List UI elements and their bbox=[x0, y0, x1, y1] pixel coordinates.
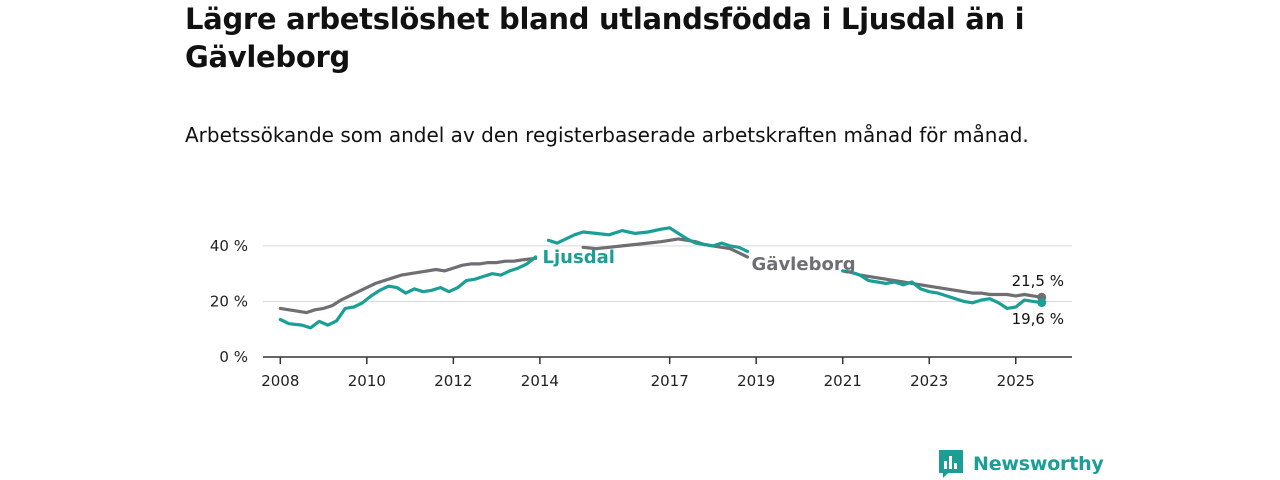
chart-title: Lägre arbetslöshet bland utlandsfödda i … bbox=[185, 2, 1025, 74]
brand-logo: Newsworthy bbox=[938, 449, 1104, 479]
y-tick-label: 40 % bbox=[210, 237, 248, 255]
x-tick-label: 2021 bbox=[824, 372, 862, 390]
y-tick-label: 0 % bbox=[219, 348, 248, 366]
series-line-gavleborg bbox=[841, 269, 1044, 299]
x-tick-label: 2008 bbox=[261, 372, 299, 390]
series-label-gavleborg: Gävleborg bbox=[752, 254, 856, 275]
x-tick-label: 2019 bbox=[737, 372, 775, 390]
series-line-ljusdal bbox=[841, 269, 1044, 310]
series-line-gavleborg bbox=[581, 237, 750, 259]
x-tick-label: 2014 bbox=[521, 372, 559, 390]
bar-chart-speech-bubble-icon bbox=[939, 450, 963, 478]
grid-lines bbox=[263, 245, 1072, 302]
y-axis-ticks: 0 % 20 % 40 % bbox=[210, 237, 248, 366]
x-tick-label: 2012 bbox=[434, 372, 472, 390]
series-lines bbox=[278, 226, 1047, 330]
x-tick-label: 2017 bbox=[651, 372, 689, 390]
series-line-ljusdal bbox=[278, 255, 538, 330]
end-value-ljusdal: 19,6 % bbox=[1012, 310, 1064, 328]
y-tick-label: 20 % bbox=[210, 292, 248, 310]
line-chart: 0 % 20 % 40 % 2008 2010 2012 2014 2017 2019 2021… bbox=[210, 226, 1072, 390]
end-value-gavleborg: 21,5 % bbox=[1012, 272, 1064, 290]
x-tick-label: 2025 bbox=[997, 372, 1035, 390]
x-tick-label: 2023 bbox=[910, 372, 948, 390]
series-line-gavleborg bbox=[278, 256, 538, 315]
chart-labels: Ljusdal Gävleborg 21,5 % 19,6 % bbox=[543, 247, 1064, 328]
series-end-point bbox=[1037, 298, 1047, 308]
series-line-ljusdal bbox=[546, 226, 750, 253]
series-label-ljusdal: Ljusdal bbox=[543, 247, 615, 268]
brand-name: Newsworthy bbox=[973, 453, 1104, 475]
chart-subtitle: Arbetssökande som andel av den registerb… bbox=[185, 123, 1029, 147]
x-axis: 2008 2010 2012 2014 2017 2019 2021 2023 2025 bbox=[261, 356, 1072, 390]
x-tick-label: 2010 bbox=[348, 372, 386, 390]
